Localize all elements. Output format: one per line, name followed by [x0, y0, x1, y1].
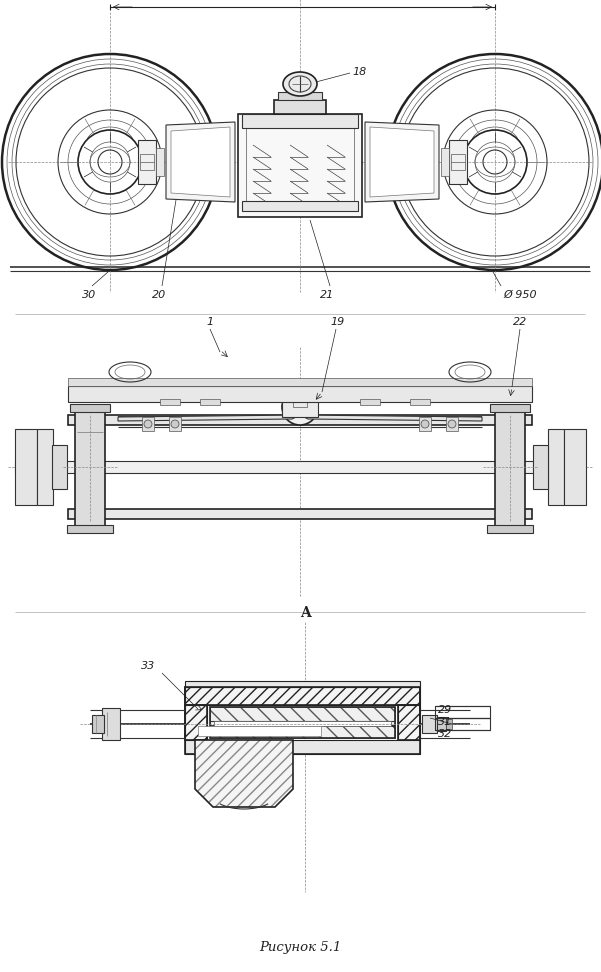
Bar — [15, 429, 37, 505]
Text: 20: 20 — [152, 290, 166, 300]
Bar — [185, 687, 420, 754]
Circle shape — [296, 403, 304, 411]
Bar — [68, 415, 532, 425]
Bar — [185, 740, 420, 754]
Bar — [67, 525, 113, 533]
Text: 30: 30 — [82, 290, 96, 300]
Bar — [185, 687, 420, 705]
Bar — [70, 404, 110, 412]
Text: 29: 29 — [438, 705, 452, 715]
Bar — [487, 525, 533, 533]
Bar — [210, 707, 395, 738]
Text: 22: 22 — [513, 317, 527, 327]
Polygon shape — [370, 127, 434, 197]
Bar — [210, 707, 395, 738]
Circle shape — [421, 420, 429, 428]
Text: 21: 21 — [320, 290, 334, 300]
Bar — [451, 154, 465, 170]
Text: 19: 19 — [331, 317, 345, 327]
Bar — [398, 705, 420, 740]
Text: 1: 1 — [206, 317, 213, 327]
Bar — [548, 429, 564, 505]
Bar — [398, 705, 420, 740]
Bar — [449, 140, 467, 184]
Bar — [293, 379, 307, 391]
Bar — [293, 395, 307, 407]
Bar — [185, 705, 207, 740]
Bar — [490, 404, 530, 412]
Bar — [495, 412, 525, 527]
Bar — [15, 461, 585, 473]
Polygon shape — [195, 740, 293, 807]
Bar — [278, 92, 322, 100]
Bar — [419, 417, 431, 431]
Bar — [102, 708, 120, 740]
Polygon shape — [166, 122, 235, 202]
Bar — [185, 681, 420, 687]
Bar — [198, 726, 321, 736]
Bar — [274, 100, 326, 114]
Bar — [246, 122, 354, 209]
Bar — [200, 399, 220, 405]
Bar — [68, 509, 532, 519]
Text: A: A — [300, 606, 310, 620]
Text: 32: 32 — [438, 729, 452, 739]
Bar — [214, 721, 391, 726]
Bar — [169, 417, 181, 431]
Bar — [68, 386, 532, 402]
Bar — [68, 378, 532, 386]
Circle shape — [144, 420, 152, 428]
Bar — [185, 705, 207, 740]
Polygon shape — [300, 415, 482, 421]
Polygon shape — [365, 122, 439, 202]
Bar — [238, 114, 362, 217]
Bar — [533, 445, 548, 489]
Bar — [156, 148, 164, 176]
Text: Ø 950: Ø 950 — [503, 290, 537, 300]
Bar — [446, 417, 458, 431]
Ellipse shape — [283, 72, 317, 96]
Circle shape — [448, 420, 456, 428]
Bar — [435, 706, 490, 718]
Bar — [410, 399, 430, 405]
Bar — [75, 412, 105, 527]
Circle shape — [171, 420, 179, 428]
Bar — [140, 154, 154, 170]
Bar — [52, 445, 67, 489]
Bar — [142, 417, 154, 431]
Bar — [564, 429, 586, 505]
Text: 18: 18 — [352, 67, 366, 77]
Bar — [360, 399, 380, 405]
Text: 33: 33 — [141, 661, 155, 671]
Bar — [422, 715, 437, 733]
Bar — [437, 717, 446, 731]
Bar — [282, 397, 318, 417]
Bar — [441, 148, 449, 176]
Text: 31: 31 — [438, 717, 452, 727]
Bar — [185, 687, 420, 705]
Polygon shape — [171, 127, 230, 197]
Bar — [92, 715, 104, 733]
Bar — [160, 399, 180, 405]
Bar — [242, 201, 358, 211]
Bar — [138, 140, 156, 184]
Circle shape — [282, 389, 318, 425]
Polygon shape — [118, 415, 300, 421]
Text: 1850: 1850 — [285, 0, 315, 1]
Bar — [242, 114, 358, 128]
Bar — [37, 429, 53, 505]
Bar — [446, 719, 452, 729]
Text: Рисунок 5.1: Рисунок 5.1 — [259, 941, 341, 954]
Bar — [435, 718, 490, 730]
